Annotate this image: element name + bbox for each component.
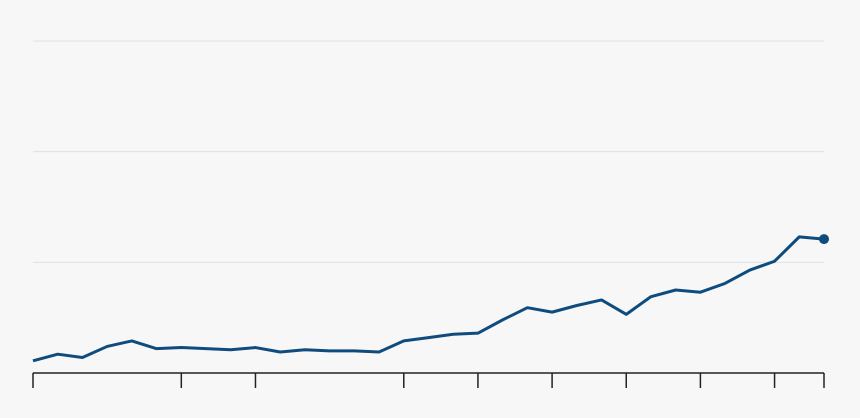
end-marker xyxy=(819,234,829,245)
line xyxy=(32,235,825,363)
